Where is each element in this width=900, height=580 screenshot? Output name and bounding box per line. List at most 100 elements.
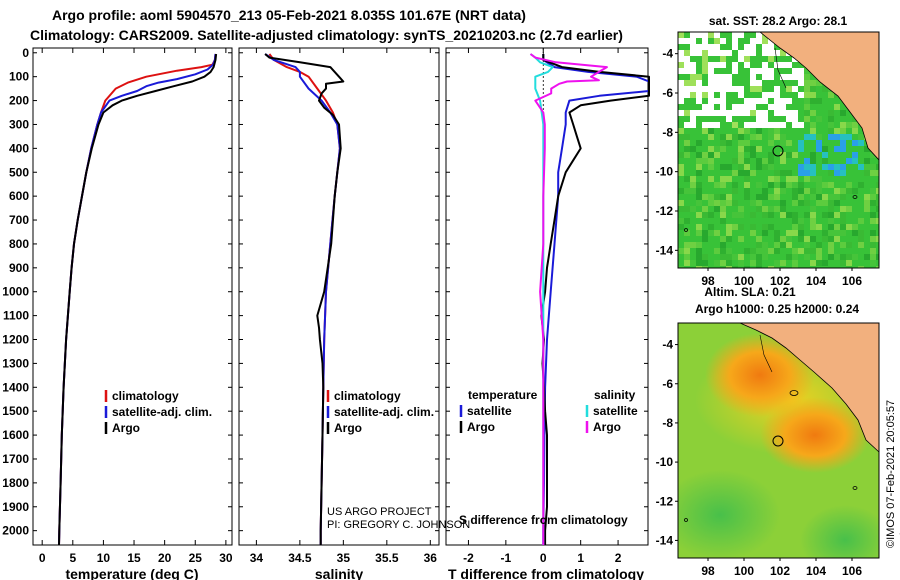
sst-pixel [696,86,702,92]
sst-pixel [708,164,714,170]
sst-pixel [756,122,762,128]
sst-pixel [696,44,702,50]
salinity-legend: climatology satellite-adj. clim. Argo [326,389,434,435]
sst-pixel [768,104,774,110]
sst-pixel [804,98,810,104]
sst-pixel [810,92,816,98]
sst-pixel [792,212,798,218]
sst-pixel [780,242,786,248]
sst-pixel [762,248,768,254]
sst-pixel [708,92,714,98]
depth-tick-label: 0 [22,46,29,60]
sst-pixel [828,128,834,134]
sst-pixel [696,248,702,254]
sst-pixel [678,170,684,176]
sst-pixel [840,134,846,140]
sst-pixel [714,260,720,266]
sst-pixel [744,104,750,110]
sst-pixel [702,260,708,266]
sst-pixel [708,62,714,68]
argo-float-location-marker [772,145,784,157]
sst-pixel [708,86,714,92]
depth-tick-label: 1900 [2,500,29,514]
sst-pixel [840,260,846,266]
sst-pixel [756,116,762,122]
series-line-argo [264,53,345,545]
series-line-t-satellite [542,54,650,545]
sst-pixel [768,194,774,200]
sst-pixel [702,158,708,164]
salinity-plot: 34 34.5 35 35.5 36 [250,48,437,565]
sst-pixel [810,152,816,158]
sst-pixel [810,212,816,218]
sst-pixel [804,110,810,116]
map-y-tick-label: -14 [656,533,674,547]
sst-pixel [726,230,732,236]
sst-pixel [696,266,702,268]
sst-pixel [684,146,690,152]
sst-pixel [870,170,876,176]
sst-pixel [750,80,756,86]
legend-satellite: satellite-adj. clim. [112,405,212,419]
depth-tick-label: 800 [9,237,29,251]
sst-pixel [720,254,726,260]
sst-pixel [744,122,750,128]
sst-pixel [762,68,768,74]
x-tick-label: 34 [250,551,264,565]
sst-pixel [774,248,780,254]
sst-pixel [858,182,864,188]
sst-pixel [732,200,738,206]
sst-pixel [744,248,750,254]
sst-pixel [846,242,852,248]
sst-pixel [834,146,840,152]
sst-pixel [732,104,738,110]
sst-pixel [678,50,684,56]
header-line-2: Climatology: CARS2009. Satellite-adjuste… [30,27,623,43]
sst-pixel [858,236,864,242]
sst-pixel [738,206,744,212]
sst-pixel [828,92,834,98]
sst-pixel [798,140,804,146]
sst-pixel [780,206,786,212]
sst-pixel [702,62,708,68]
sst-pixel [690,146,696,152]
sst-pixel [762,44,768,50]
sst-pixel [786,152,792,158]
sst-pixel [876,200,879,206]
sst-pixel [732,188,738,194]
map-y-tick-label: -8 [662,416,673,430]
depth-tick-label: 1400 [2,380,29,394]
sst-pixel [804,248,810,254]
sst-pixel [816,194,822,200]
sst-pixel [726,110,732,116]
sst-pixel [822,152,828,158]
sst-pixel [732,254,738,260]
sst-pixel [846,254,852,260]
sst-pixel [804,200,810,206]
sst-pixel [756,146,762,152]
sst-pixel [702,206,708,212]
sst-pixel [786,62,792,68]
sst-pixel [852,152,858,158]
sst-pixel [678,248,684,254]
sst-pixel [702,194,708,200]
sst-pixel [780,170,786,176]
sst-pixel [690,176,696,182]
sst-pixel [804,158,810,164]
sst-pixel [708,74,714,80]
sst-pixel [804,236,810,242]
sst-pixel [822,86,828,92]
sst-pixel [804,92,810,98]
sst-pixel [768,176,774,182]
sst-pixel [756,38,762,44]
sst-pixel [804,134,810,140]
sst-pixel [690,188,696,194]
sst-pixel [738,128,744,134]
sst-pixel [792,176,798,182]
sst-pixel [858,134,864,140]
series-line-argo [58,53,218,546]
sst-pixel [762,98,768,104]
sst-pixel [684,188,690,194]
sst-pixel [786,116,792,122]
sst-pixel [774,110,780,116]
